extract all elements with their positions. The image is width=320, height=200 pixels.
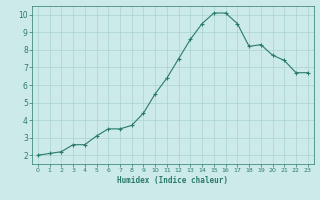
X-axis label: Humidex (Indice chaleur): Humidex (Indice chaleur) [117,176,228,185]
